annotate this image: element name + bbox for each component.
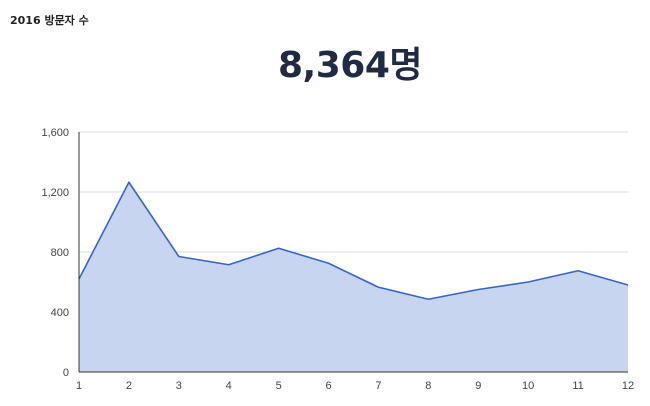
x-tick-label: 5 [276,380,282,392]
area-fill [79,182,628,372]
y-tick-label: 1,200 [41,187,69,199]
y-tick-label: 800 [51,247,69,259]
y-tick-label: 1,600 [41,127,69,139]
y-tick-label: 400 [51,307,69,319]
x-tick-label: 12 [622,380,634,392]
x-tick-label: 10 [522,380,534,392]
y-axis-ticks: 0 400 800 1,200 1,600 [41,127,69,379]
x-tick-label: 2 [126,380,132,392]
x-tick-label: 9 [475,380,481,392]
x-tick-label: 11 [572,380,583,392]
y-tick-label: 0 [63,367,69,379]
x-tick-label: 4 [226,380,232,392]
x-tick-label: 8 [425,380,431,392]
x-tick-label: 1 [76,380,82,392]
x-tick-label: 3 [176,380,182,392]
total-visitors-value: 8,364명 [278,45,423,86]
x-tick-label: 6 [325,380,331,392]
widget-title: 2016 방문자 수 [10,14,89,27]
x-axis-ticks: 1 2 3 4 5 6 7 8 9 10 11 12 [76,380,634,392]
x-tick-label: 7 [375,380,381,392]
axes [78,132,628,373]
series-line [78,181,629,301]
